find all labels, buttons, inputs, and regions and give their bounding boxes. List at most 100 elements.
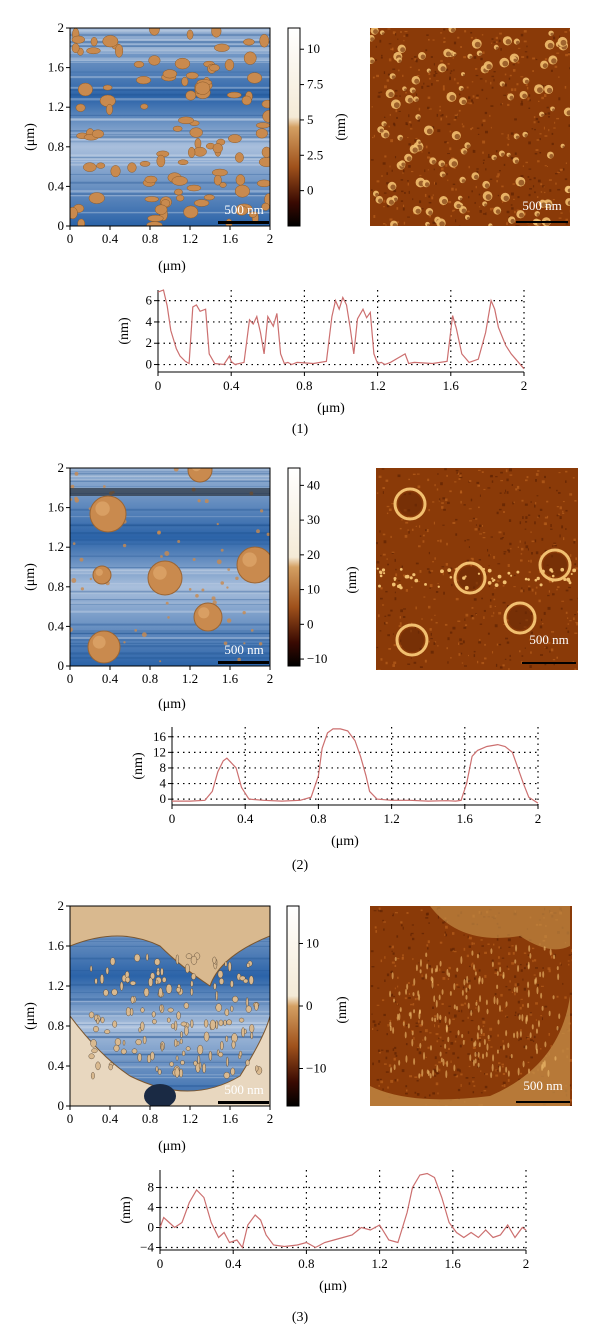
colorbar-tick-label: −10 [307, 651, 327, 666]
x-tick-label: 2 [267, 231, 274, 246]
height-map-scalebar-label: 500 nm [224, 202, 263, 217]
phase-map-image [376, 468, 578, 670]
x-tick-label: 1.6 [222, 1111, 239, 1126]
height-map-image [70, 468, 270, 666]
colorbar-tick-label: 0 [307, 616, 314, 631]
profile-x-tick: 1.2 [383, 811, 399, 826]
panel-graphics: 00.40.81.21.62 0 0.4 0.8 1.2 1.6 2 (μm) (μm) … [23, 898, 572, 1294]
y-tick-label: 1.2 [48, 99, 64, 114]
y-tick-label: 0 [58, 218, 65, 233]
x-tick-label: 0.8 [142, 231, 158, 246]
height-profile-chart: 840−40 0.4 0.8 1.2 1.6 2(nm)(μm) [119, 1170, 529, 1294]
x-tick-label: 0 [67, 231, 74, 246]
y-tick-label: 1.6 [48, 60, 65, 75]
colorbar-label: (nm) [345, 566, 360, 594]
x-tick-label: 0 [67, 671, 74, 686]
profile-x-tick: 1.2 [369, 378, 385, 393]
colorbar-tick-label: 2.5 [307, 147, 323, 162]
profile-x-tick: 0.4 [225, 1256, 242, 1271]
profile-x-tick: 0 [169, 811, 176, 826]
profile-x-tick: 0.8 [310, 811, 326, 826]
profile-y-tick: 16 [153, 729, 167, 744]
x-tick-label: 2 [267, 1111, 274, 1126]
height-map-xlabel: (μm) [158, 697, 186, 712]
y-tick-label: 0 [58, 658, 65, 673]
profile-y-tick: 12 [153, 744, 166, 759]
phase-map-scalebar-label: 500 nm [529, 632, 568, 647]
profile-line [159, 1172, 527, 1249]
colorbar-tick-label: 10 [306, 936, 319, 951]
colorbar-label: (nm) [334, 113, 349, 141]
panel-graphics: 00.40.81.21.62 0 0.4 0.8 1.2 1.6 2 (μm) (μm) … [23, 460, 578, 849]
height-map-y-ticks: 0 0.4 0.8 1.2 1.6 2 [48, 898, 70, 1113]
profile-x-tick: 0.4 [223, 378, 240, 393]
profile-x-tick: 0.8 [296, 378, 312, 393]
phase-map-scalebar [522, 662, 576, 664]
profile-x-tick: 0 [157, 1256, 164, 1271]
y-tick-label: 1.2 [48, 539, 64, 554]
height-map-y-ticks: 0 0.4 0.8 1.2 1.6 2 [48, 460, 70, 673]
profile-x-tick: 2 [521, 378, 528, 393]
profile-x-tick: 0 [155, 378, 162, 393]
profile-x-tick: 1.2 [371, 1256, 387, 1271]
height-map-ylabel: (μm) [23, 123, 38, 151]
phase-map-image [370, 906, 572, 1106]
x-tick-label: 0.8 [142, 671, 158, 686]
figure-panel-2: 0 0.4 0.8 1.2 1.6 2 0 0.4 0.8 1.2 1.6 2 (μm) (μm) … [0, 440, 600, 880]
colorbar-tick-label: 40 [307, 477, 320, 492]
panel-label: (3) [291, 1310, 309, 1325]
x-tick-label: 0.4 [102, 1111, 119, 1126]
profile-y-tick: 2 [146, 335, 153, 350]
profile-y-tick: 0 [148, 1220, 155, 1235]
profile-y-tick: 0 [146, 357, 153, 372]
colorbar-tick-label: 0 [307, 183, 314, 198]
height-map-ylabel: (μm) [23, 563, 38, 591]
height-profile-chart: 6 4 2 00 0.4 0.8 1.2 1.6 2 (nm) (μm) [117, 289, 528, 416]
profile-y-tick: 0 [160, 791, 167, 806]
x-tick-label: 1.6 [222, 671, 239, 686]
height-colorbar: 10 7.5 5 2.5 0 [287, 27, 323, 227]
height-map-scalebar [218, 221, 269, 224]
x-tick-label: 1.2 [182, 231, 198, 246]
colorbar-tick-label: 0 [306, 998, 313, 1013]
colorbar-tick-label: 5 [307, 112, 314, 127]
profile-y-tick: −4 [140, 1240, 154, 1255]
x-tick-label: 0.4 [102, 671, 119, 686]
height-map-x-ticks: 0 0.4 0.8 1.2 1.6 2 [67, 226, 274, 246]
height-map-scalebar-label: 500 nm [224, 642, 263, 657]
phase-map-image [370, 28, 570, 226]
phase-map-scalebar [516, 1101, 570, 1103]
height-map-xlabel: (μm) [158, 1139, 186, 1154]
profile-x-tick: 1.6 [443, 378, 460, 393]
figure-panel-3: 0 0.4 0.8 1.2 1.6 2 0 0.4 0.8 1.2 1.6 2 (μm) (μm) … [0, 880, 600, 1325]
colorbar-tick-label: 10 [307, 582, 320, 597]
colorbar-label: (nm) [335, 996, 350, 1024]
profile-y-tick: 4 [148, 1200, 155, 1215]
panel-label: (2) [291, 858, 309, 873]
colorbar-tick-label: −10 [306, 1061, 326, 1076]
profile-xlabel: (μm) [331, 834, 359, 849]
x-tick-label: 0 [67, 1111, 74, 1126]
panel-label: (1) [291, 422, 309, 437]
y-tick-label: 1.6 [48, 500, 65, 515]
y-tick-label: 1.2 [48, 978, 64, 993]
y-tick-label: 0 [58, 1098, 65, 1113]
profile-xlabel: (μm) [319, 1279, 347, 1294]
colorbar-tick-label: 7.5 [307, 77, 323, 92]
height-colorbar: 40 30 20 10 0 −10 [287, 467, 327, 667]
profile-x-tick: 0.4 [237, 811, 254, 826]
x-tick-label: 1.2 [182, 1111, 198, 1126]
profile-ylabel: (nm) [117, 317, 132, 345]
profile-y-tick: 6 [146, 293, 153, 308]
profile-y-tick: 8 [148, 1180, 155, 1195]
profile-y-tick: 4 [160, 776, 167, 791]
x-tick-label: 2 [267, 671, 274, 686]
y-tick-label: 0.4 [48, 618, 65, 633]
profile-x-tick: 1.6 [445, 1256, 462, 1271]
phase-map-scalebar-label: 500 nm [522, 198, 561, 213]
y-tick-label: 2 [58, 20, 65, 35]
x-tick-label: 0.4 [102, 231, 119, 246]
height-colorbar: 10 0 −10 [286, 905, 326, 1107]
y-tick-label: 0.4 [48, 1058, 65, 1073]
